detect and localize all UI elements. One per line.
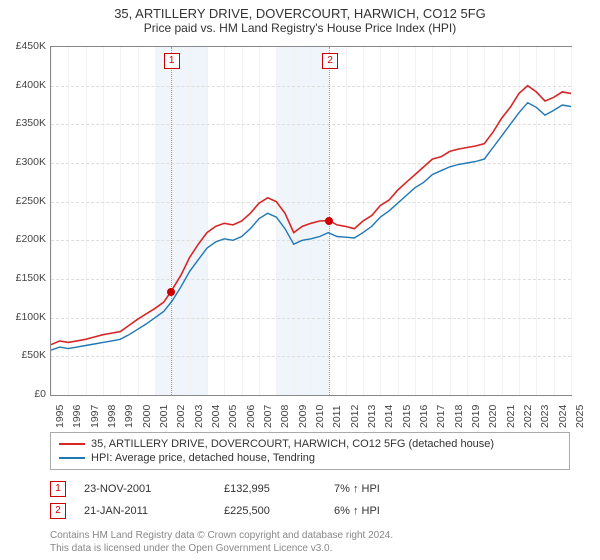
x-axis-label: 2023 xyxy=(539,405,551,428)
transaction-delta: 7% ↑ HPI xyxy=(334,483,380,495)
x-axis-label: 2021 xyxy=(505,405,517,428)
y-axis-label: £250K xyxy=(0,195,46,207)
sale-point xyxy=(167,288,175,296)
x-axis-label: 2005 xyxy=(227,405,239,428)
footer-attribution: Contains HM Land Registry data © Crown c… xyxy=(50,530,570,555)
x-axis-label: 2009 xyxy=(297,405,309,428)
transaction-price: £225,500 xyxy=(224,505,334,517)
y-axis-label: £450K xyxy=(0,40,46,52)
x-axis-label: 2024 xyxy=(557,405,569,428)
chart-title: 35, ARTILLERY DRIVE, DOVERCOURT, HARWICH… xyxy=(0,0,600,21)
series-line xyxy=(51,103,571,350)
x-axis-label: 1997 xyxy=(89,405,101,428)
chart-plot-area: 12 xyxy=(50,46,572,396)
y-axis-label: £400K xyxy=(0,79,46,91)
legend-box: 35, ARTILLERY DRIVE, DOVERCOURT, HARWICH… xyxy=(50,432,570,470)
x-axis-label: 2017 xyxy=(435,405,447,428)
x-axis-label: 2006 xyxy=(245,405,257,428)
x-axis-label: 2019 xyxy=(470,405,482,428)
footer-line-1: Contains HM Land Registry data © Crown c… xyxy=(50,530,570,543)
transaction-date: 23-NOV-2001 xyxy=(84,483,224,495)
y-axis-label: £50K xyxy=(0,349,46,361)
y-axis-label: £0 xyxy=(0,388,46,400)
x-axis-label: 2001 xyxy=(158,405,170,428)
legend-swatch xyxy=(59,457,85,459)
y-axis-label: £300K xyxy=(0,156,46,168)
transaction-marker: 1 xyxy=(50,481,66,497)
transaction-marker: 2 xyxy=(50,503,66,519)
x-axis-label: 2004 xyxy=(210,405,222,428)
legend-item: 35, ARTILLERY DRIVE, DOVERCOURT, HARWICH… xyxy=(59,437,561,451)
x-axis-label: 2003 xyxy=(193,405,205,428)
series-line xyxy=(51,86,571,345)
legend-label: 35, ARTILLERY DRIVE, DOVERCOURT, HARWICH… xyxy=(91,438,494,450)
y-axis-label: £200K xyxy=(0,233,46,245)
x-axis-label: 2012 xyxy=(349,405,361,428)
x-axis-label: 2000 xyxy=(141,405,153,428)
x-axis-label: 2010 xyxy=(314,405,326,428)
x-axis-label: 2011 xyxy=(331,405,343,428)
x-axis-label: 2013 xyxy=(366,405,378,428)
legend-item: HPI: Average price, detached house, Tend… xyxy=(59,451,561,465)
x-axis-label: 1998 xyxy=(106,405,118,428)
x-axis-label: 2007 xyxy=(262,405,274,428)
x-axis-label: 2022 xyxy=(522,405,534,428)
footer-line-2: This data is licensed under the Open Gov… xyxy=(50,543,570,556)
transaction-date: 21-JAN-2011 xyxy=(84,505,224,517)
x-axis-label: 2016 xyxy=(418,405,430,428)
y-axis-label: £350K xyxy=(0,117,46,129)
sale-point xyxy=(325,217,333,225)
transaction-price: £132,995 xyxy=(224,483,334,495)
x-axis-label: 1996 xyxy=(71,405,83,428)
x-axis-label: 2002 xyxy=(175,405,187,428)
transaction-row: 1 23-NOV-2001£132,9957% ↑ HPI xyxy=(50,478,570,500)
y-axis-label: £100K xyxy=(0,311,46,323)
x-axis-label: 2008 xyxy=(279,405,291,428)
legend-label: HPI: Average price, detached house, Tend… xyxy=(91,452,315,464)
legend-swatch xyxy=(59,443,85,445)
chart-subtitle: Price paid vs. HM Land Registry's House … xyxy=(0,21,600,39)
transaction-delta: 6% ↑ HPI xyxy=(334,505,380,517)
y-axis-label: £150K xyxy=(0,272,46,284)
x-axis-label: 2018 xyxy=(453,405,465,428)
transaction-table: 1 23-NOV-2001£132,9957% ↑ HPI 2 21-JAN-2011… xyxy=(50,478,570,522)
x-axis-label: 2014 xyxy=(383,405,395,428)
transaction-row: 2 21-JAN-2011£225,5006% ↑ HPI xyxy=(50,500,570,522)
x-axis-label: 1999 xyxy=(123,405,135,428)
x-axis-label: 1995 xyxy=(54,405,66,428)
x-axis-label: 2015 xyxy=(401,405,413,428)
x-axis-label: 2025 xyxy=(574,405,586,428)
x-axis-label: 2020 xyxy=(487,405,499,428)
